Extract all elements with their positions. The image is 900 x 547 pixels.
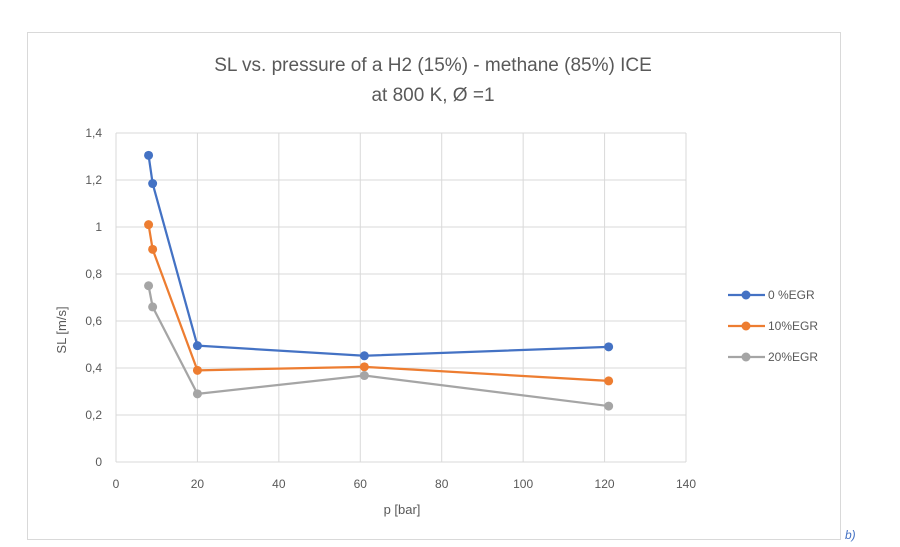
x-tick-label: 40 — [272, 477, 286, 491]
y-tick-label: 1,4 — [85, 126, 102, 140]
chart-title-line2: at 800 K, Ø =1 — [371, 85, 494, 106]
legend-marker — [741, 321, 751, 331]
chart-frame: SL vs. pressure of a H2 (15%) - methane … — [27, 32, 841, 540]
y-tick-label: 0,6 — [85, 314, 102, 328]
series-0 — [144, 150, 614, 361]
y-tick-label: 0 — [95, 455, 102, 469]
legend-label: 20%EGR — [768, 350, 818, 364]
grid — [115, 132, 687, 463]
data-point — [148, 244, 158, 254]
data-point — [148, 302, 158, 312]
y-axis-title: SL [m/s] — [54, 306, 69, 353]
figure-label: b) — [845, 528, 856, 542]
y-tick-label: 0,4 — [85, 361, 102, 375]
legend-item: 0 %EGR — [728, 288, 815, 302]
chart-title-line1: SL vs. pressure of a H2 (15%) - methane … — [214, 55, 652, 76]
y-tick-label: 1 — [95, 220, 102, 234]
chart-svg: SL vs. pressure of a H2 (15%) - methane … — [54, 55, 818, 517]
x-tick-label: 140 — [676, 477, 696, 491]
x-tick-label: 20 — [191, 477, 205, 491]
legend-label: 0 %EGR — [768, 288, 815, 302]
data-point — [148, 179, 158, 189]
data-point — [604, 401, 614, 411]
series-1 — [144, 220, 614, 386]
data-point — [192, 389, 202, 399]
data-point — [144, 220, 154, 230]
data-point — [359, 371, 369, 381]
x-tick-label: 120 — [595, 477, 615, 491]
legend-marker — [741, 352, 751, 362]
data-point — [144, 150, 154, 160]
x-tick-label: 60 — [354, 477, 368, 491]
data-point — [144, 281, 154, 291]
series — [144, 150, 614, 411]
legend-item: 10%EGR — [728, 319, 818, 333]
legend-label: 10%EGR — [768, 319, 818, 333]
x-tick-label: 100 — [513, 477, 533, 491]
y-tick-label: 1,2 — [85, 173, 102, 187]
data-point — [604, 342, 614, 352]
legend-item: 20%EGR — [728, 350, 818, 364]
series-line — [147, 224, 609, 383]
x-tick-label: 80 — [435, 477, 449, 491]
legend: 0 %EGR 10%EGR 20%EGR — [728, 288, 818, 364]
data-point — [359, 362, 369, 372]
x-axis-title: p [bar] — [384, 502, 421, 517]
x-tick-label: 0 — [113, 477, 120, 491]
data-point — [604, 376, 614, 386]
data-point — [359, 351, 369, 361]
y-tick-label: 0,8 — [85, 267, 102, 281]
y-tick-label: 0,2 — [85, 408, 102, 422]
data-point — [192, 341, 202, 351]
data-point — [192, 365, 202, 375]
series-line — [147, 155, 609, 357]
series-2 — [144, 281, 614, 411]
legend-marker — [741, 290, 751, 300]
tick-labels: 0 20 40 60 80 100 120 140 0 0,2 0,4 0,6 0,8 1 1,2 1,4 — [85, 126, 696, 491]
